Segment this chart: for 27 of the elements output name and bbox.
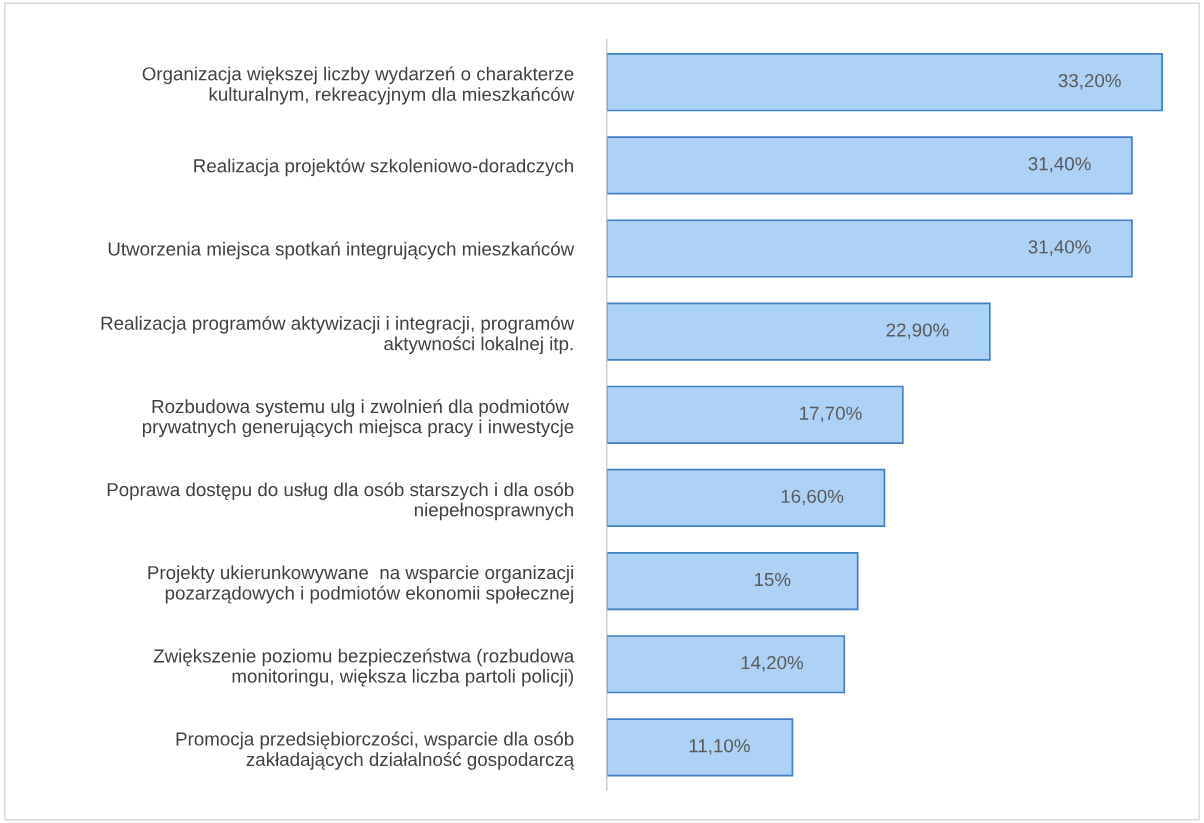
bar (606, 385, 904, 444)
bar (606, 718, 794, 777)
y-tick-label: Realizacja programów aktywizacji i integracji, programów aktywności lokalnej itp. (101, 315, 575, 355)
bar (606, 53, 1163, 112)
data-label: 33,20% (1058, 73, 1121, 90)
bar (606, 551, 859, 611)
data-label: 17,70% (800, 406, 862, 423)
data-label: 15% (754, 572, 791, 587)
bar (606, 635, 846, 694)
bar (606, 302, 991, 361)
y-tick-label: Realizacja projektów szkoleniowo-doradczych (194, 158, 573, 177)
data-label: 16,60% (781, 489, 844, 506)
data-label: 22,90% (886, 323, 949, 339)
bar (606, 136, 1133, 195)
y-tick-label: Promocja przedsiębiorczości, wsparcie dla osób zakładających działalność gospodarczą (176, 731, 575, 770)
bar (606, 468, 886, 528)
data-label: 31,40% (1028, 240, 1091, 256)
y-tick-label: Projekty ukierunkowywane na wsparcie organizacji pozarządowych i podmiotów ekonomii społecznej (148, 565, 573, 604)
data-label: 11,10% (689, 739, 750, 755)
data-label: 31,40% (1028, 157, 1091, 173)
y-tick-label: Poprawa dostępu do usług dla osób starszych i dla osób niepełnosprawnych (107, 482, 574, 521)
y-tick-label: Organizacja większej liczby wydarzeń o charakterze kulturalnym, rekreacyjnym dla mieszkańców (142, 66, 575, 105)
data-label: 14,20% (741, 655, 804, 672)
y-tick-label: Rozbudowa systemu ulg i zwolnień dla podmiotów prywatnych generujących miejsca pracy i inwestycje (142, 399, 574, 438)
bar (606, 219, 1133, 278)
y-tick-label: Zwiększenie poziomu bezpieczeństwa (rozbudowa monitoringu, większa liczba partoli policji) (153, 648, 575, 687)
y-tick-label: Utworzenia miejsca spotkań integrujących mieszkańców (108, 241, 575, 260)
